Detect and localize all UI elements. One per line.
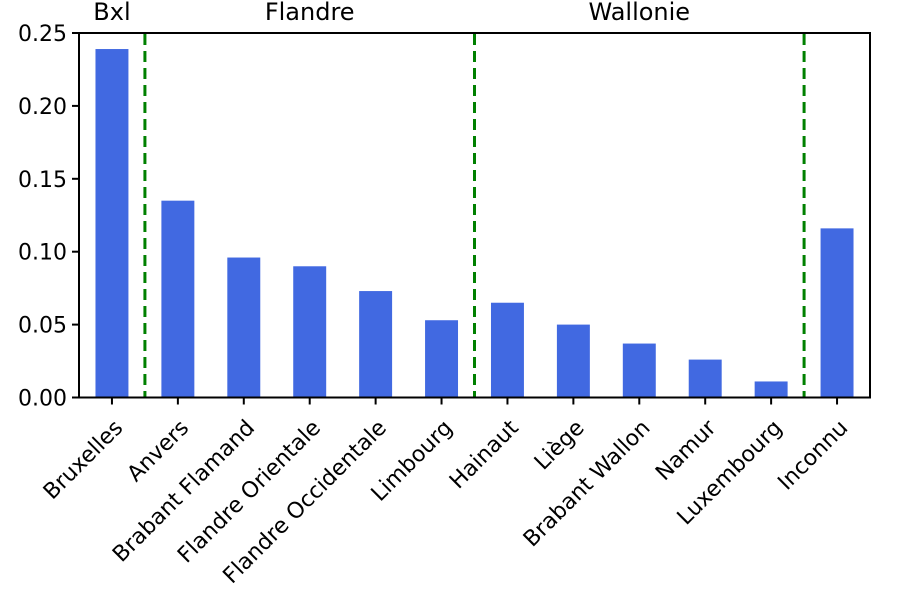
y-tick-label-0.25: 0.25 bbox=[18, 22, 67, 47]
bar-flandre-orientale bbox=[293, 266, 327, 398]
region-label-wallonie: Wallonie bbox=[589, 0, 691, 26]
bar-limbourg bbox=[425, 320, 459, 398]
x-tick-label-hainaut: Hainaut bbox=[445, 415, 524, 494]
bar-flandre-occidentale bbox=[359, 291, 393, 398]
region-label-bxl: Bxl bbox=[93, 0, 130, 26]
x-tick-label-liege: Liège bbox=[530, 416, 590, 476]
bar-liege bbox=[556, 324, 590, 398]
bar-namur bbox=[688, 359, 722, 398]
y-tick-label-0.15: 0.15 bbox=[18, 168, 67, 193]
x-tick-label-inconnu: Inconnu bbox=[774, 416, 854, 496]
bar-brabant-wallon bbox=[622, 343, 656, 398]
bar-luxembourg bbox=[754, 381, 788, 398]
bar-hainaut bbox=[490, 302, 524, 398]
y-tick-label-0.20: 0.20 bbox=[18, 95, 67, 120]
region-label-flandre: Flandre bbox=[265, 0, 355, 26]
x-tick-label-brabant-wallon: Brabant Wallon bbox=[519, 416, 656, 553]
bar-inconnu bbox=[820, 228, 854, 398]
y-tick-label-0.10: 0.10 bbox=[18, 241, 67, 266]
bar-brabant-flamand bbox=[227, 257, 261, 398]
x-tick-label-bruxelles: Bruxelles bbox=[39, 416, 128, 505]
plot-border bbox=[78, 32, 871, 399]
y-tick-label-0.00: 0.00 bbox=[18, 387, 67, 412]
bar-bruxelles bbox=[95, 49, 129, 398]
y-tick-label-0.05: 0.05 bbox=[18, 314, 67, 339]
bar-anvers bbox=[161, 200, 195, 398]
